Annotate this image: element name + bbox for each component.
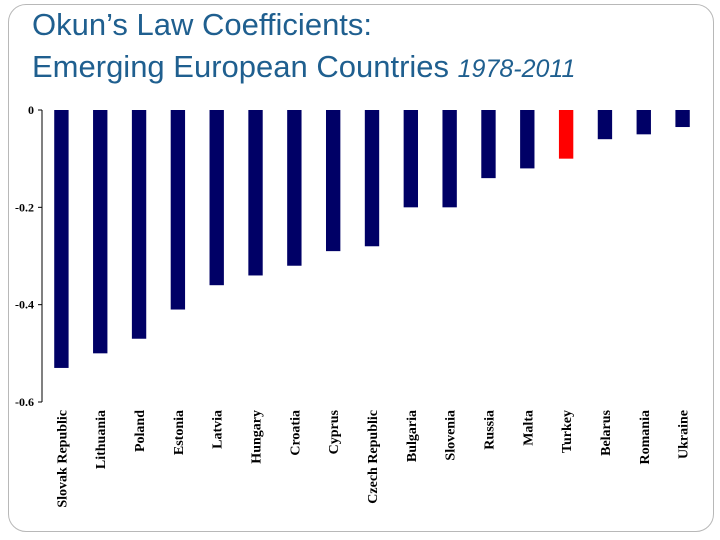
- category-label: Poland: [133, 410, 148, 452]
- bar-belarus: [597, 110, 613, 140]
- bar-poland: [131, 110, 147, 339]
- slide-frame: [8, 4, 714, 532]
- category-label: Russia: [482, 410, 497, 450]
- y-tick-label: -0.4: [15, 298, 34, 312]
- category-label: Slovenia: [444, 410, 459, 461]
- category-label: Czech Republic: [366, 410, 381, 504]
- bar-cyprus: [325, 110, 341, 252]
- bar-russia: [481, 110, 496, 179]
- category-label: Belarus: [599, 409, 614, 455]
- bar-hungary: [248, 110, 263, 276]
- chart-title: Okun’s Law Coefficients: Emerging Europe…: [32, 4, 575, 90]
- bar-croatia: [287, 110, 302, 266]
- category-label: Romania: [638, 410, 653, 464]
- category-label: Malta: [521, 410, 536, 446]
- category-label: Latvia: [211, 410, 226, 449]
- title-line-1: Okun’s Law Coefficients:: [32, 7, 373, 42]
- bar-romania: [636, 110, 651, 135]
- category-label: Lithuania: [94, 410, 109, 469]
- bar-turkey: [558, 110, 574, 159]
- y-tick-label: 0: [28, 103, 34, 117]
- category-label: Hungary: [250, 410, 265, 464]
- title-years: 1978-2011: [457, 55, 576, 83]
- category-label: Turkey: [560, 410, 575, 453]
- bar-estonia: [170, 110, 186, 310]
- title-line-2: Emerging European Countries: [32, 49, 450, 84]
- category-label: Ukraine: [677, 410, 692, 459]
- bar-czech-republic: [364, 110, 380, 247]
- bar-latvia: [209, 110, 224, 286]
- category-label: Bulgaria: [405, 410, 420, 462]
- category-label: Cyprus: [327, 409, 342, 454]
- bar-malta: [520, 110, 535, 169]
- y-tick-label: -0.2: [15, 200, 34, 214]
- category-label: Estonia: [172, 410, 187, 455]
- y-tick-label: -0.6: [15, 395, 34, 409]
- category-label: Slovak Republic: [55, 410, 70, 508]
- bar-slovenia: [442, 110, 457, 208]
- bar-slovak-republic: [54, 110, 69, 368]
- bar-lithuania: [93, 110, 108, 354]
- bar-ukraine: [675, 110, 690, 128]
- bar-bulgaria: [403, 110, 419, 208]
- category-label: Croatia: [288, 410, 303, 456]
